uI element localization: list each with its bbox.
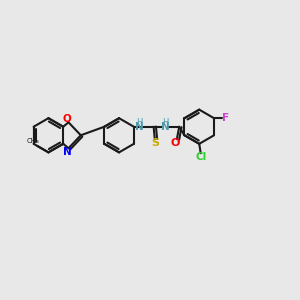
Text: O: O: [62, 114, 71, 124]
Text: F: F: [222, 113, 230, 123]
Text: H: H: [136, 118, 142, 127]
Text: N: N: [63, 147, 72, 157]
Text: S: S: [152, 138, 159, 148]
Text: CH₃: CH₃: [27, 138, 40, 144]
Text: H: H: [163, 118, 169, 127]
Text: N: N: [161, 122, 170, 132]
Text: N: N: [134, 122, 143, 132]
Text: O: O: [170, 138, 180, 148]
Text: Cl: Cl: [196, 152, 207, 162]
